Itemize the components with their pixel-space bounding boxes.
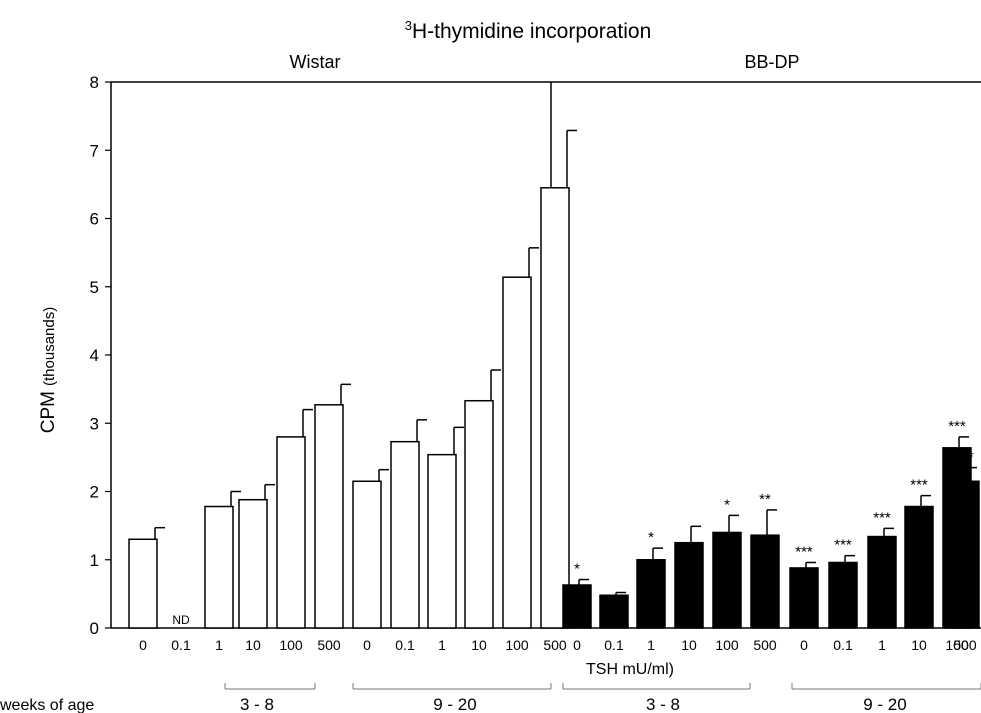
y-tick-label: 1 — [90, 551, 99, 570]
x-tick-label: 0.1 — [171, 637, 191, 653]
significance-annotation: *** — [910, 477, 928, 494]
bar — [904, 505, 934, 629]
bar — [352, 480, 382, 629]
bar — [599, 594, 629, 629]
bar — [562, 584, 592, 629]
bar — [828, 561, 858, 629]
bar — [636, 559, 666, 629]
x-tick-label: 10 — [471, 637, 487, 653]
bar — [674, 541, 704, 629]
x-axis-label: TSH mU/ml) — [586, 661, 674, 678]
significance-annotation: *** — [873, 509, 891, 526]
bar — [712, 531, 742, 629]
x-tick-label: 100 — [505, 637, 529, 653]
x-tick-label: 1 — [438, 637, 446, 653]
x-tick-label: 100 — [715, 637, 739, 653]
x-tick-label: 0 — [573, 637, 581, 653]
chart-title: 3H-thymidine incorporation — [405, 18, 652, 43]
bar — [464, 399, 494, 629]
age-group-label: 9 - 20 — [433, 695, 476, 713]
bar — [276, 436, 306, 629]
y-tick-label: 7 — [90, 141, 99, 160]
x-tick-label: 0 — [139, 637, 147, 653]
x-tick-label: 100 — [279, 637, 303, 653]
y-axis-label-unit: (thousands) — [41, 307, 58, 386]
x-tick-label: 0 — [363, 637, 371, 653]
bar — [427, 453, 457, 629]
x-tick-label: 1 — [878, 637, 886, 653]
significance-annotation: ** — [759, 491, 771, 508]
bar — [789, 567, 819, 629]
chart-title-superscript: 3 — [405, 18, 412, 33]
x-tick-label: 1 — [647, 637, 655, 653]
y-axis-label-main: CPM — [38, 391, 59, 433]
y-axis-label: CPM (thousands) — [38, 307, 59, 433]
x-tick-label: 500 — [953, 637, 977, 653]
x-tick-label: 500 — [317, 637, 341, 653]
significance-annotation: * — [574, 561, 580, 578]
bar — [540, 187, 570, 629]
x-tick-label: 10 — [681, 637, 697, 653]
y-tick-label: 0 — [90, 619, 99, 638]
age-group-label: 9 - 20 — [863, 695, 906, 713]
y-tick-label: 2 — [90, 483, 99, 502]
bar — [867, 535, 897, 629]
y-tick-label: 3 — [90, 414, 99, 433]
significance-annotation: *** — [795, 543, 813, 560]
x-tick-label: 500 — [753, 637, 777, 653]
x-tick-label: 0 — [800, 637, 808, 653]
significance-annotation: ND — [172, 613, 190, 627]
y-tick-label: 5 — [90, 278, 99, 297]
x-tick-label: 0.1 — [395, 637, 415, 653]
strain-label: BB-DP — [744, 52, 799, 72]
bar — [390, 440, 420, 629]
x-tick-label: 1 — [215, 637, 223, 653]
x-tick-label: 500 — [543, 637, 567, 653]
bar — [750, 534, 780, 629]
bar — [950, 480, 980, 629]
y-tick-label: 8 — [90, 73, 99, 92]
bar — [238, 498, 268, 629]
significance-annotation: * — [648, 529, 654, 546]
bar — [314, 404, 344, 629]
strain-label: Wistar — [290, 52, 341, 72]
significance-annotation: *** — [948, 418, 966, 435]
x-tick-label: 10 — [245, 637, 261, 653]
x-tick-label: 10 — [911, 637, 927, 653]
significance-annotation: * — [724, 496, 730, 513]
age-group-label: 3 - 8 — [646, 695, 680, 713]
x-tick-label: 0.1 — [833, 637, 853, 653]
significance-annotation: *** — [834, 537, 852, 554]
weeks-of-age-label: weeks of age — [0, 697, 94, 713]
bar — [128, 538, 158, 629]
y-tick-label: 4 — [90, 346, 99, 365]
bar — [502, 276, 532, 629]
x-tick-label: 0.1 — [604, 637, 624, 653]
significance-annotation: *** — [956, 449, 974, 466]
y-tick-label: 6 — [90, 210, 99, 229]
bar — [204, 505, 234, 629]
x-tick-label: 100 — [945, 637, 969, 653]
age-group-label: 3 - 8 — [240, 695, 274, 713]
chart-title-main: H-thymidine incorporation — [412, 20, 651, 43]
